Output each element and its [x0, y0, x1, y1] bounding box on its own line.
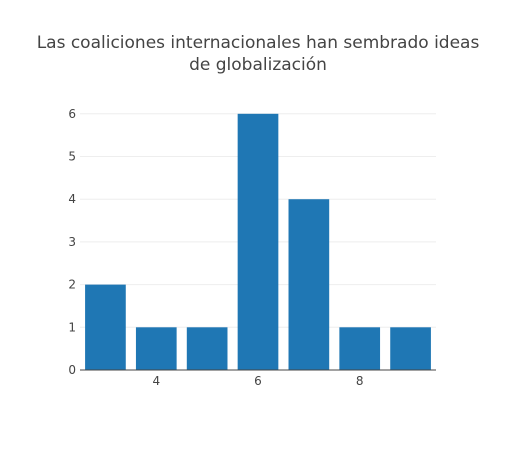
- y-tick-label-0: 0: [68, 363, 76, 377]
- bar-6: [237, 113, 279, 371]
- y-tick-label-2: 2: [68, 278, 76, 292]
- chart-title-line-1: Las coaliciones internacionales han semb…: [36, 33, 480, 53]
- y-tick-label-1: 1: [68, 320, 76, 334]
- x-tick-label-8: 8: [356, 374, 364, 388]
- chart-title-line-2: de globalización: [189, 55, 327, 75]
- bar-7: [288, 199, 330, 370]
- x-tick-label-4: 4: [152, 374, 160, 388]
- bar-9: [390, 327, 431, 370]
- x-tick-label-6: 6: [254, 374, 262, 388]
- y-tick-labels: 0 1 2 3 4 5 6: [68, 107, 76, 377]
- chart-title: Las coaliciones internacionales han semb…: [0, 32, 516, 76]
- bar-5: [186, 327, 228, 370]
- bar-8: [339, 327, 381, 370]
- y-tick-label-3: 3: [68, 235, 76, 249]
- y-tick-label-6: 6: [68, 107, 76, 121]
- y-tick-label-4: 4: [68, 192, 76, 206]
- bars: [85, 113, 431, 371]
- y-tick-label-5: 5: [68, 150, 76, 164]
- bar-4: [135, 327, 177, 370]
- x-tick-labels: 4 6 8: [152, 374, 363, 388]
- bar-3: [85, 284, 126, 370]
